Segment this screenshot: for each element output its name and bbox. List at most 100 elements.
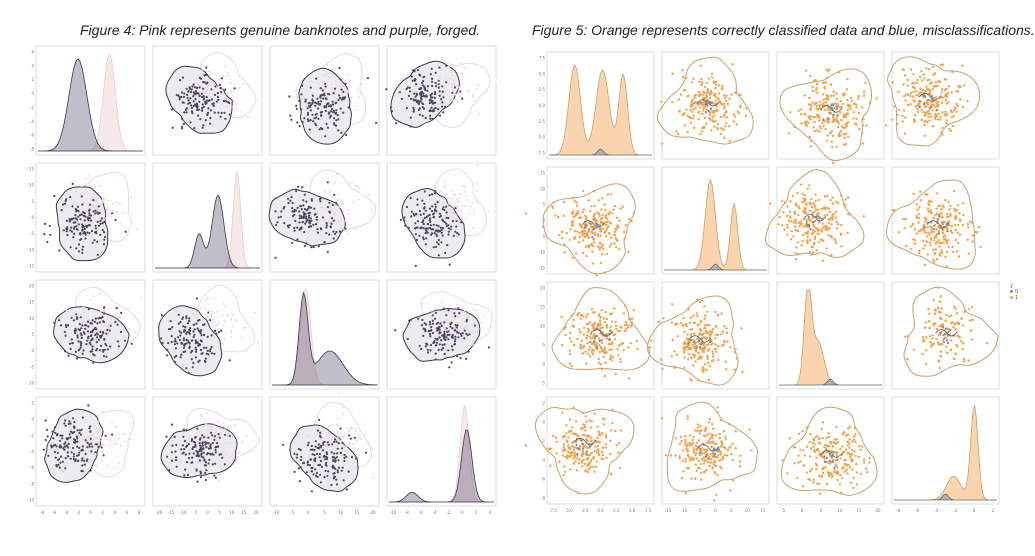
point-forged <box>174 459 178 462</box>
point-genuine <box>438 77 441 80</box>
point-correct <box>590 337 593 340</box>
point-forged <box>429 349 432 352</box>
point-genuine <box>322 206 325 209</box>
point-forged <box>47 454 50 457</box>
point-forged <box>51 430 54 433</box>
subplot-r2-c2 <box>269 279 380 390</box>
point-forged <box>430 106 433 109</box>
point-forged <box>456 355 459 358</box>
point-genuine <box>206 296 209 299</box>
point-correct <box>622 312 626 315</box>
point-forged <box>331 456 334 459</box>
point-forged <box>310 444 313 448</box>
point-correct <box>934 309 937 312</box>
y-tick-label: 10 <box>540 186 546 191</box>
point-forged <box>424 243 427 246</box>
point-correct <box>616 329 620 333</box>
point-forged <box>327 92 330 96</box>
point-forged <box>318 418 321 421</box>
point-forged <box>291 207 294 210</box>
point-correct <box>945 241 948 244</box>
point-forged <box>313 453 316 456</box>
point-genuine <box>367 193 370 196</box>
point-genuine <box>348 442 351 444</box>
point-forged <box>439 226 442 229</box>
point-forged <box>449 322 452 325</box>
point-forged <box>410 215 413 218</box>
point-genuine <box>336 417 339 420</box>
point-forged <box>75 317 79 320</box>
point-correct <box>741 370 744 374</box>
point-forged <box>69 347 72 350</box>
point-correct <box>827 222 830 225</box>
point-correct <box>574 420 578 423</box>
point-correct <box>588 335 591 338</box>
point-correct <box>572 210 575 213</box>
point-forged <box>88 232 91 235</box>
point-correct <box>716 122 720 126</box>
point-genuine <box>298 195 301 198</box>
point-correct <box>956 104 959 108</box>
point-correct <box>904 93 908 96</box>
point-correct <box>939 118 942 122</box>
point-correct <box>931 343 934 346</box>
point-genuine <box>230 317 232 320</box>
point-forged <box>178 330 181 333</box>
point-correct <box>919 199 923 202</box>
point-forged <box>302 199 305 202</box>
point-forged <box>317 100 320 103</box>
point-genuine <box>465 194 468 197</box>
point-correct <box>835 92 838 95</box>
point-correct <box>951 70 954 74</box>
point-forged <box>429 98 432 101</box>
point-correct <box>599 433 602 436</box>
point-correct <box>597 344 601 347</box>
contour-misclassified <box>688 335 712 343</box>
point-correct <box>971 240 974 243</box>
point-genuine <box>430 82 433 85</box>
point-correct <box>812 115 815 119</box>
point-correct <box>572 318 575 322</box>
point-forged <box>431 84 434 88</box>
point-correct <box>697 358 700 361</box>
y-tick-label: 15 <box>540 171 546 176</box>
point-genuine <box>360 71 363 74</box>
point-forged <box>434 311 437 314</box>
point-forged <box>332 472 335 475</box>
point-forged <box>204 471 207 474</box>
point-genuine <box>314 210 317 213</box>
point-genuine <box>453 82 456 85</box>
point-correct <box>800 244 803 247</box>
subplot-r1-c2 <box>268 162 380 273</box>
point-genuine <box>216 436 219 439</box>
point-correct <box>689 378 692 381</box>
point-genuine <box>224 97 227 100</box>
point-correct <box>844 203 847 207</box>
point-genuine <box>457 209 460 212</box>
point-genuine <box>119 222 122 225</box>
point-forged <box>104 342 107 346</box>
subplot-r3-c0: 20-2-4-6-8-10-8 -6 -4 -2 0 2 4 6 8 <box>27 396 146 515</box>
point-forged <box>202 346 206 349</box>
point-correct <box>675 353 678 356</box>
point-correct <box>986 342 989 345</box>
point-correct <box>600 253 604 256</box>
point-genuine <box>457 205 460 208</box>
x-tick-label: 10 <box>229 510 235 515</box>
point-correct <box>717 313 720 316</box>
point-forged <box>319 463 322 467</box>
point-correct <box>615 246 618 249</box>
point-forged <box>293 229 296 232</box>
point-forged <box>327 470 330 473</box>
point-correct <box>791 194 794 198</box>
point-correct <box>941 133 944 136</box>
point-correct <box>928 312 931 315</box>
point-correct <box>961 105 965 109</box>
point-correct <box>587 199 590 202</box>
point-correct <box>689 316 693 319</box>
point-forged <box>303 245 306 248</box>
point-correct <box>699 319 702 322</box>
point-correct <box>925 336 928 339</box>
point-correct <box>690 356 693 360</box>
point-correct <box>820 230 824 233</box>
